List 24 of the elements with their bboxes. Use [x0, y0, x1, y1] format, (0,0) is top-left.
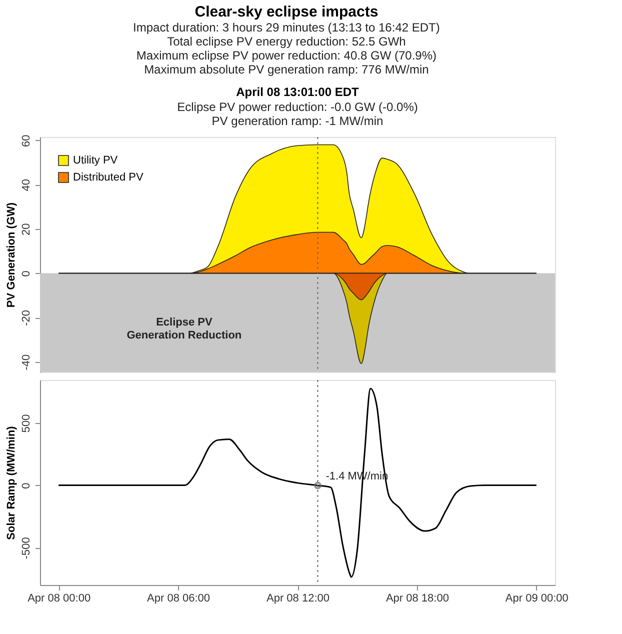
x-tick-label: Apr 08 06:00 — [147, 592, 210, 604]
x-tick-label: Apr 08 18:00 — [386, 592, 449, 604]
y-tick-label: 60 — [20, 134, 32, 147]
x-tick-label: Apr 08 00:00 — [28, 592, 91, 604]
text: April 08 13:01:00 EDT — [236, 85, 360, 100]
text: PV generation ramp: -1 MW/min — [212, 114, 384, 128]
chart-subtitle: Impact duration: 3 hours 29 minutes (13:13 to 16:42 EDT) Total eclipse PV energy reduction: 52.5 GWh Maximum eclipse PV power reduction: 40.8 GW (70.9%) Maximum absolute PV generation ramp: 776 MW/min — [133, 20, 440, 77]
y-tick-label: 20 — [20, 223, 32, 236]
y-tick-label: 0 — [20, 270, 32, 277]
legend-label: Distributed PV — [73, 172, 144, 184]
y-tick-label: -20 — [20, 310, 32, 326]
text: Eclipse PV power reduction: -0.0 GW (-0.0%) — [177, 100, 418, 114]
band-label: Eclipse PV Generation Reduction — [126, 316, 242, 342]
y-axis-title: PV Generation (GW) — [6, 202, 18, 308]
chart-title: Clear-sky eclipse impacts — [194, 4, 378, 21]
x-tick-label: Apr 08 12:00 — [266, 592, 330, 604]
y-axis-title: Solar Ramp (MW/min) — [6, 426, 18, 540]
y-tick-label: 0 — [20, 482, 32, 489]
y-tick-label: -500 — [20, 537, 32, 560]
x-tick-label: Apr 09 00:00 — [505, 592, 568, 604]
y-tick-label: -40 — [20, 354, 32, 370]
legend-label: Utility PV — [73, 154, 118, 166]
y-tick-label: 40 — [20, 178, 32, 192]
y-tick-label: 500 — [20, 414, 32, 433]
